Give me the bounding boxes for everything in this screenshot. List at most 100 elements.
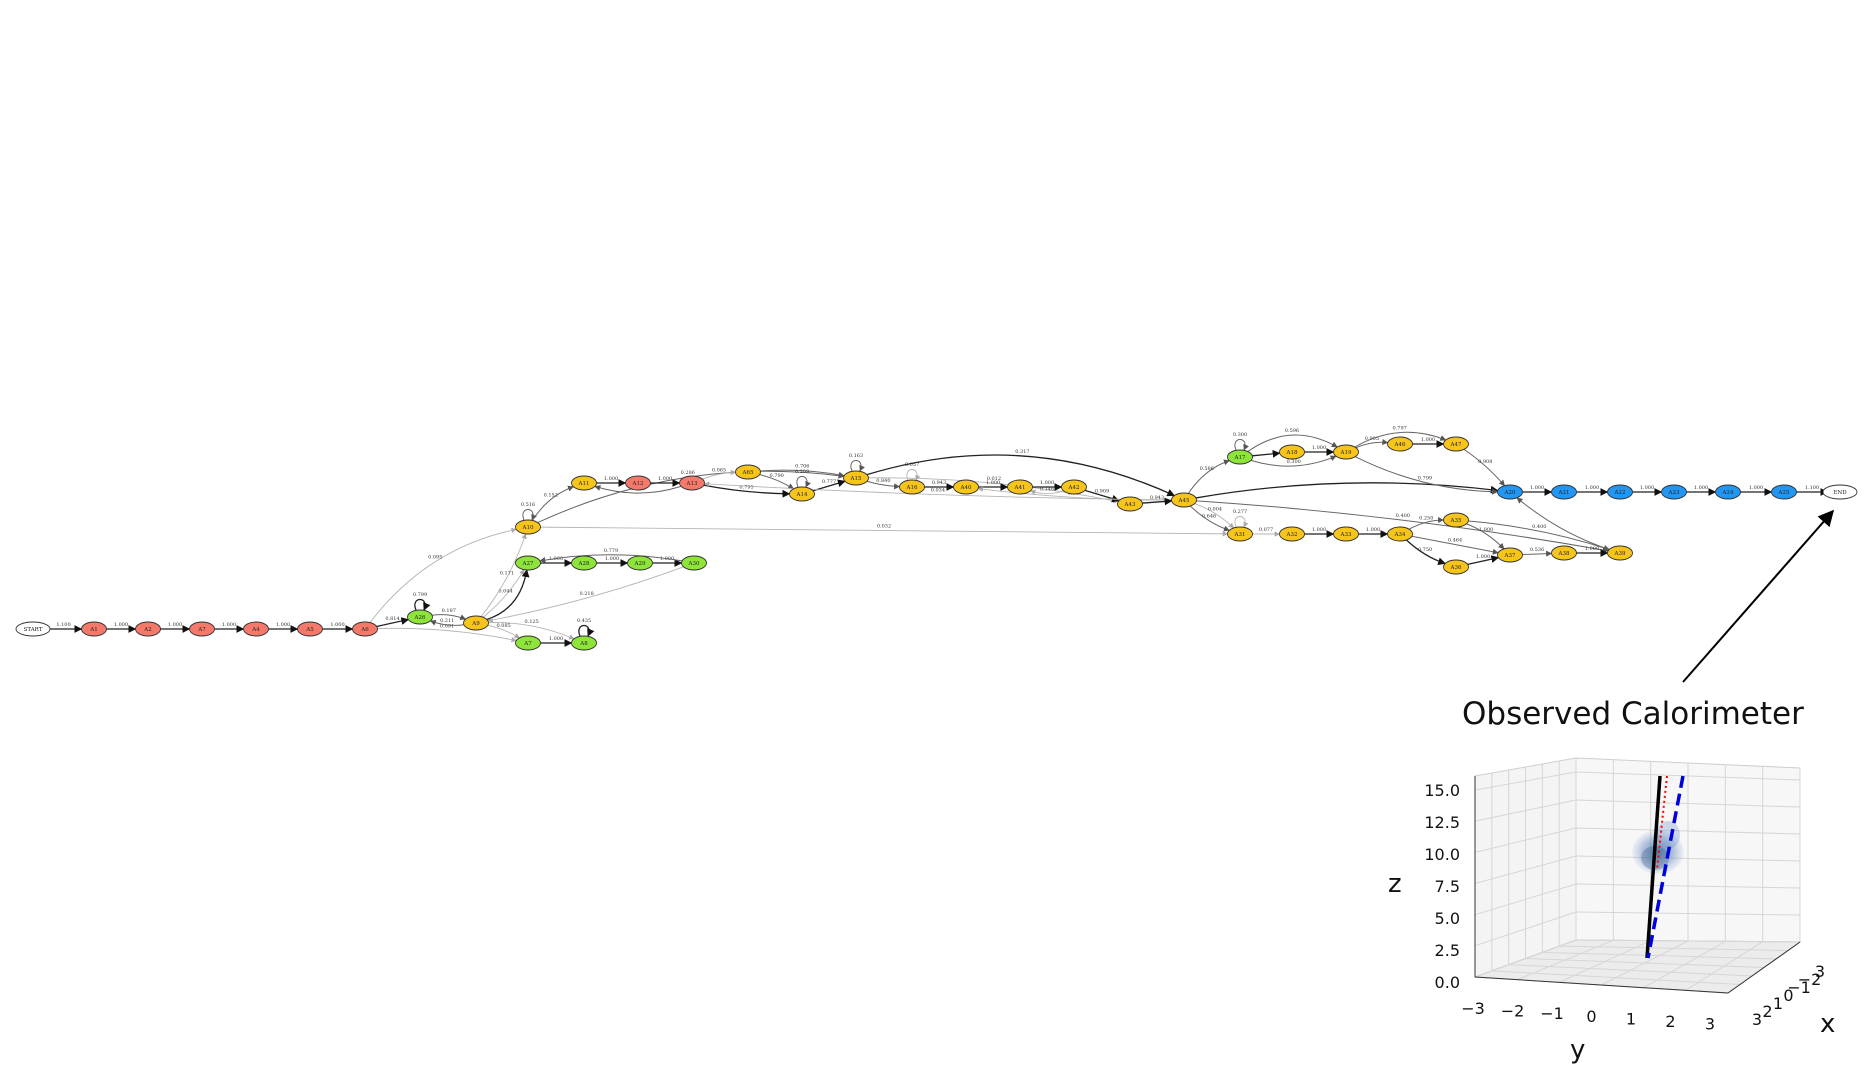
edge-path (1467, 555, 1500, 566)
node-label: A23 (1668, 490, 1680, 496)
edge-A6-A7b: 0.091 (377, 624, 517, 643)
node-a15[interactable]: A15 (843, 470, 869, 486)
edge-START-A1: 1.100 (45, 622, 83, 633)
node-a29[interactable]: A29 (627, 555, 653, 571)
node-shape (1443, 512, 1469, 528)
node-a23[interactable]: A23 (1661, 484, 1687, 500)
node-label: A7 (197, 627, 206, 633)
edge-path (1030, 489, 1064, 495)
node-a13[interactable]: A13 (679, 475, 705, 491)
node-a36[interactable]: A36 (1443, 559, 1469, 575)
node-a33[interactable]: A33 (1333, 526, 1359, 542)
node-a37[interactable]: A37 (1497, 547, 1523, 563)
edge-label: 1.000 (1312, 527, 1326, 533)
node-label: A18 (1286, 450, 1298, 456)
edge-A7b-A8: 1.000 (540, 636, 573, 647)
node-shape (1607, 545, 1633, 561)
edge-label: 0.799 (1418, 475, 1432, 481)
edge-path (796, 476, 811, 488)
edge-A16-A40: 0.943 (924, 480, 955, 491)
node-a24[interactable]: A24 (1715, 484, 1741, 500)
node-a18[interactable]: A18 (1279, 444, 1305, 460)
node-a8[interactable]: A8 (571, 635, 597, 651)
edge-label: 0.152 (544, 493, 558, 499)
edge-label: 0.596 (1285, 428, 1299, 434)
edge-A17-A19: 0.596 (1247, 428, 1338, 452)
node-a47[interactable]: A47 (1443, 436, 1469, 452)
node-shape (189, 621, 215, 637)
edge-label: 0.435 (577, 618, 591, 624)
node-a19[interactable]: A19 (1333, 444, 1359, 460)
node-shape (899, 479, 925, 495)
node-a21[interactable]: A21 (1551, 484, 1577, 500)
edge-A21-A22: 1.000 (1576, 485, 1609, 496)
edge-label: 1.000 (276, 622, 290, 628)
edge-path (1234, 516, 1249, 528)
node-a42[interactable]: A42 (1061, 479, 1087, 495)
edge-A16-A16: 0.057 (905, 462, 921, 481)
node-a11[interactable]: A11 (571, 475, 597, 491)
node-a20[interactable]: A20 (1497, 484, 1523, 500)
edge-label: 0.814 (385, 616, 399, 622)
node-a12[interactable]: A12 (625, 475, 651, 491)
node-label: A46 (1394, 442, 1406, 448)
reference-dotted-line (1656, 775, 1668, 871)
node-a43[interactable]: A43 (1117, 496, 1143, 512)
node-label: A32 (1286, 532, 1298, 538)
node-a35[interactable]: A35 (1443, 512, 1469, 528)
edge-A37-A38: 0.536 (1522, 547, 1553, 557)
node-a65[interactable]: A65 (735, 464, 761, 480)
node-a41[interactable]: A41 (1007, 479, 1033, 495)
edge-label: 1.000 (1585, 546, 1599, 552)
node-a40[interactable]: A40 (953, 479, 979, 495)
node-shape (1007, 479, 1033, 495)
node-a25[interactable]: A25 (1771, 484, 1797, 500)
node-a17[interactable]: A17 (1227, 449, 1253, 465)
node-a1[interactable]: A1 (81, 621, 107, 637)
node-a10[interactable]: A10 (515, 519, 541, 535)
node-a9[interactable]: A9 (463, 615, 489, 631)
edge-path (377, 627, 517, 643)
node-a44[interactable]: A45 (1171, 492, 1197, 508)
edge-A44-A31: 0.646 (1189, 505, 1230, 532)
node-shape (1771, 484, 1797, 500)
edge-label: 0.034 (931, 488, 945, 494)
edge-path (429, 619, 464, 626)
node-shape (571, 475, 597, 491)
edge-path (487, 624, 520, 639)
grid-lines (1474, 758, 1801, 994)
edge-A34-A36: 0.750 (1405, 539, 1446, 566)
node-label: A43 (1124, 502, 1136, 508)
node-a27[interactable]: A27 (515, 555, 541, 571)
x-tick-label: 0 (1783, 986, 1793, 1005)
node-label: A9 (471, 621, 480, 627)
node-a39[interactable]: A39 (1607, 545, 1633, 561)
z-tick-label: 7.5 (1435, 877, 1460, 896)
edge-A36-A37: 1.000 (1467, 554, 1500, 566)
node-a34[interactable]: A34 (1387, 526, 1413, 542)
grid-line (1474, 939, 1577, 978)
node-a4[interactable]: A4 (243, 621, 269, 637)
node-a14[interactable]: A14 (789, 486, 815, 502)
node-a26[interactable]: A26 (407, 609, 433, 625)
node-a31[interactable]: A31 (1227, 526, 1253, 542)
node-a16[interactable]: A16 (899, 479, 925, 495)
node-a5[interactable]: A5 (297, 621, 323, 637)
node-a7b[interactable]: A7 (515, 635, 541, 651)
edge-path (1466, 523, 1505, 550)
node-a28[interactable]: A28 (571, 555, 597, 571)
node-a32[interactable]: A32 (1279, 526, 1305, 542)
node-a46[interactable]: A46 (1387, 436, 1413, 452)
node-label: START (24, 627, 43, 633)
node-shape (1822, 484, 1858, 500)
node-a2[interactable]: A2 (135, 621, 161, 637)
edge-A17-A18 (1252, 449, 1281, 458)
node-a3[interactable]: A7 (189, 621, 215, 637)
node-start[interactable]: START (15, 621, 51, 637)
node-a38[interactable]: A38 (1551, 545, 1577, 561)
node-end[interactable]: END (1822, 484, 1858, 500)
node-a22[interactable]: A22 (1607, 484, 1633, 500)
node-a30[interactable]: A30 (681, 555, 707, 571)
node-a6[interactable]: A6 (352, 621, 378, 637)
node-shape (1497, 547, 1523, 563)
